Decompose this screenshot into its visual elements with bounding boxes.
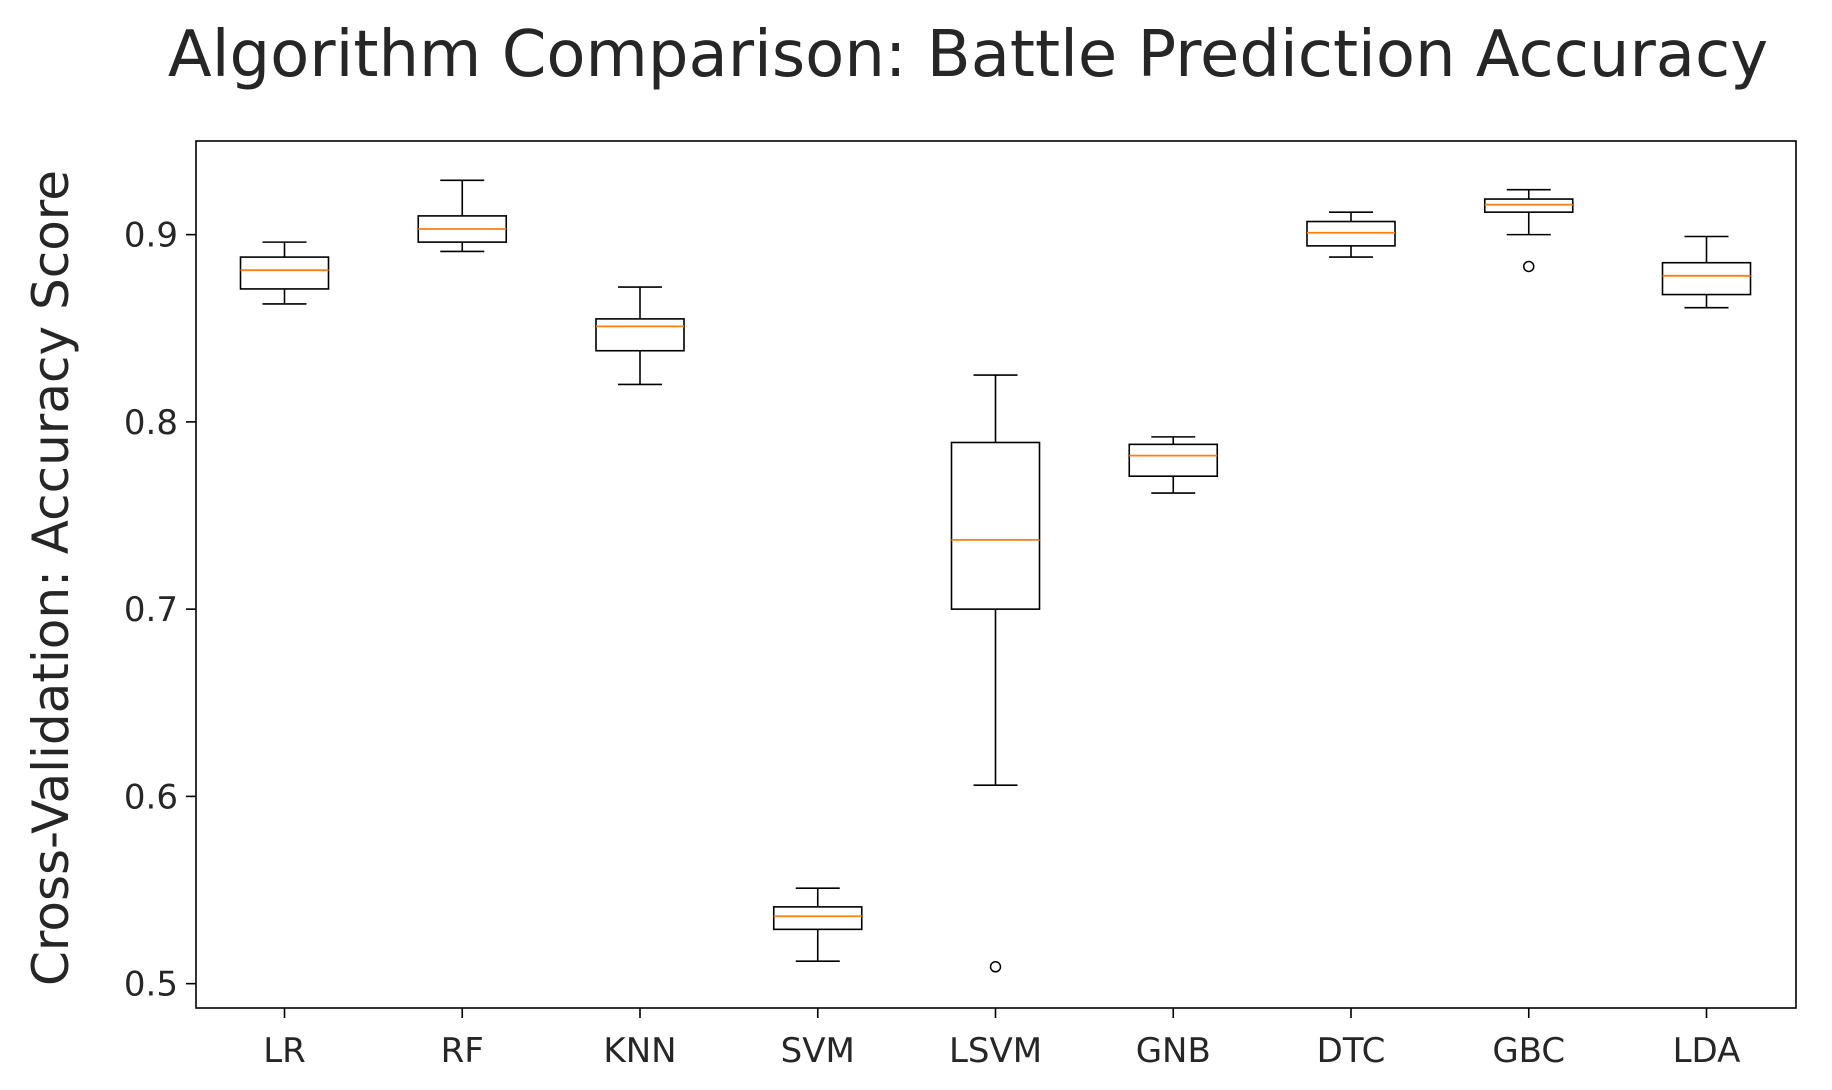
x-tick-label-1: RF [441, 1031, 484, 1071]
x-tick-label-5: GNB [1136, 1031, 1211, 1071]
x-tick-label-0: LR [263, 1031, 306, 1071]
y-tick-label-4: 0.9 [124, 216, 178, 256]
flier-lsvm-0 [989, 961, 1002, 973]
y-tick-label-2: 0.7 [124, 590, 178, 630]
box-dtc [1306, 220, 1396, 247]
plot-area: 0.5 0.6 0.7 0.8 0.9 LR RF KNN SVM LSVM GNB DTC GBC LD… [124, 179, 1752, 1071]
y-tick-label-3: 0.8 [124, 403, 178, 443]
box-gnb [1128, 443, 1219, 477]
y-tick-label-1: 0.6 [124, 777, 178, 817]
box-lsvm [950, 441, 1041, 610]
x-tick-label-6: DTC [1317, 1031, 1386, 1071]
box-lda [1661, 261, 1752, 296]
y-tick-label-0: 0.5 [124, 965, 178, 1005]
box-lr [239, 256, 330, 290]
flier-gbc-0 [1523, 260, 1535, 273]
x-tick-label-7: GBC [1492, 1031, 1565, 1071]
y-axis-label: Cross-Validation: Accuracy Score [22, 170, 80, 986]
x-tick-label-4: LSVM [949, 1031, 1042, 1071]
chart-title: Algorithm Comparison: Battle Prediction … [168, 18, 1768, 92]
box-knn [595, 318, 685, 352]
x-tick-label-3: SVM [781, 1031, 855, 1071]
axes-frame [195, 140, 1797, 1009]
box-gbc [1483, 198, 1574, 213]
x-tick-label-2: KNN [603, 1031, 676, 1071]
x-tick-label-8: LDA [1673, 1031, 1741, 1071]
box-svm [772, 906, 863, 931]
